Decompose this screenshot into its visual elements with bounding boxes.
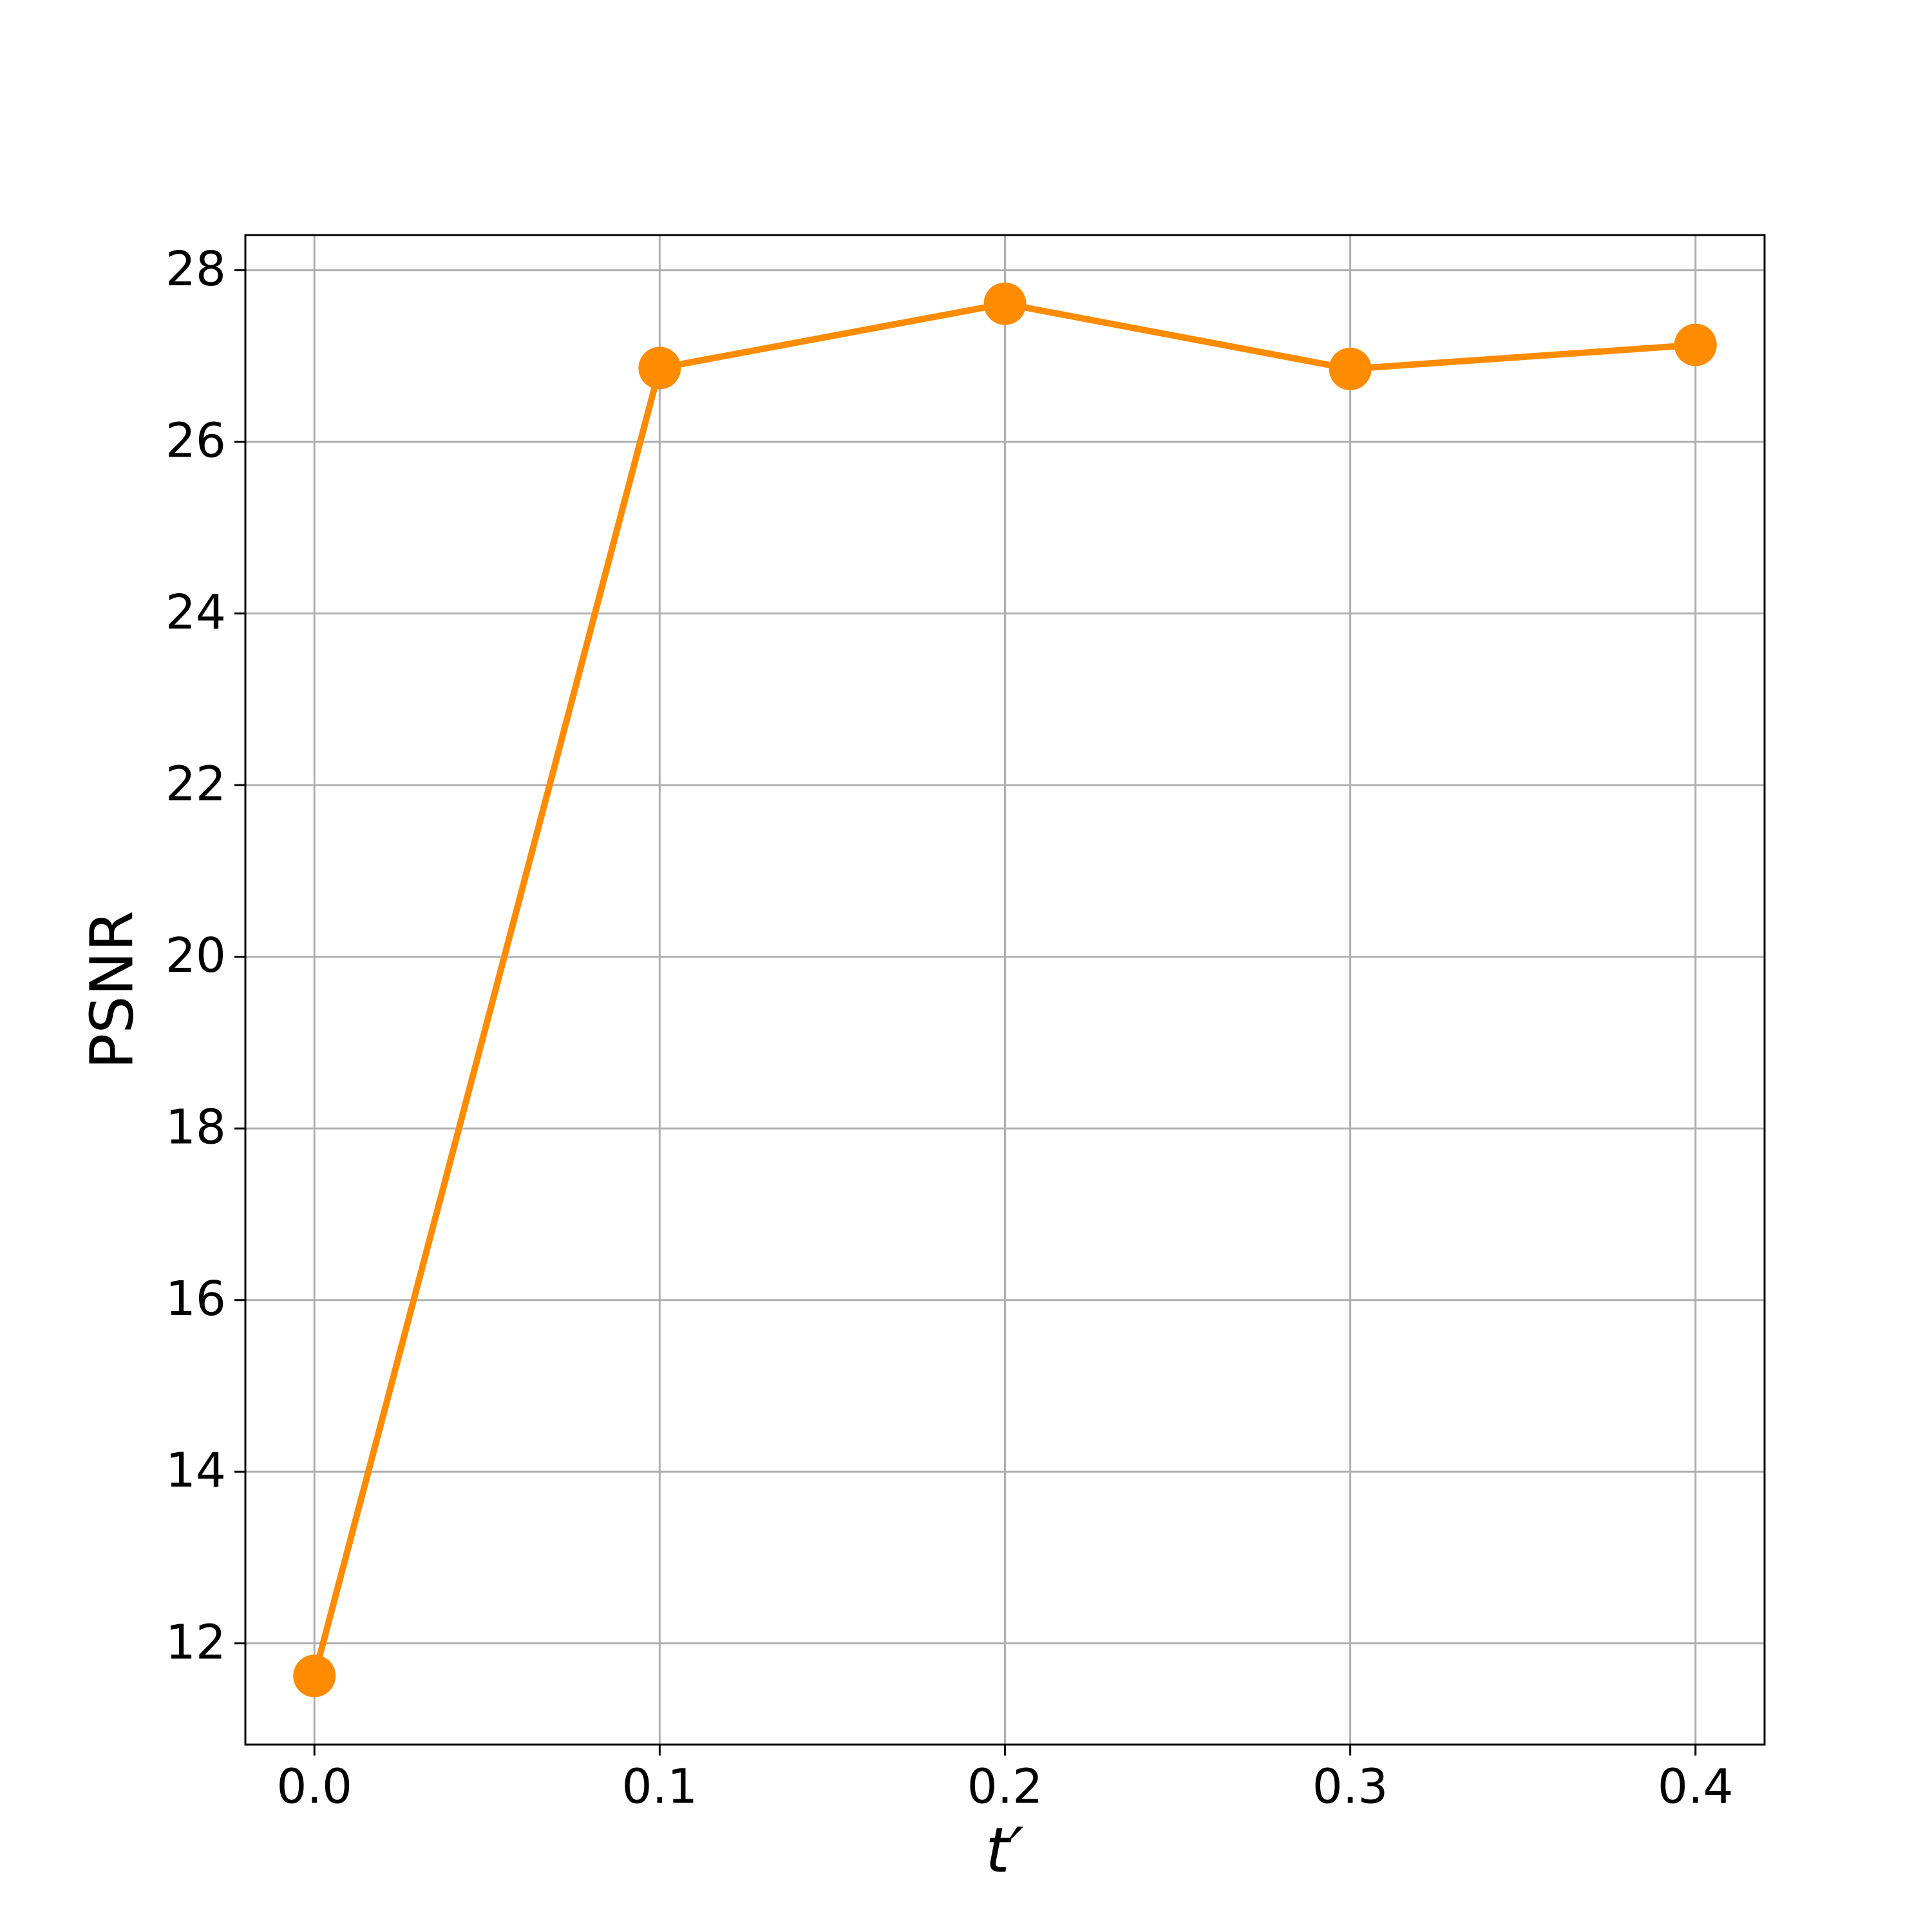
y-tick-label: 24 [166, 585, 226, 640]
x-tick-label: 0.0 [276, 1759, 352, 1815]
y-tick-label: 14 [166, 1443, 226, 1499]
y-tick-label: 28 [166, 242, 226, 297]
y-tick-label: 22 [166, 757, 226, 812]
y-tick-label: 16 [166, 1271, 226, 1327]
y-tick-label: 20 [166, 928, 226, 983]
x-tick-label: 0.4 [1658, 1759, 1734, 1815]
plot-frame [244, 234, 1766, 1746]
data-point [983, 282, 1027, 325]
y-axis-label: PSNR [77, 911, 146, 1070]
x-tick-label: 0.3 [1312, 1759, 1388, 1815]
data-point [638, 346, 681, 390]
y-tick-label: 26 [166, 413, 226, 469]
y-tick-label: 18 [166, 1100, 226, 1155]
data-point [1329, 347, 1372, 390]
data-point [1674, 323, 1717, 366]
x-tick-label: 0.2 [967, 1759, 1043, 1815]
x-axis-label: t′ [985, 1814, 1024, 1886]
y-tick-label: 12 [166, 1615, 226, 1670]
data-point [293, 1654, 336, 1698]
x-tick-label: 0.1 [622, 1759, 698, 1815]
